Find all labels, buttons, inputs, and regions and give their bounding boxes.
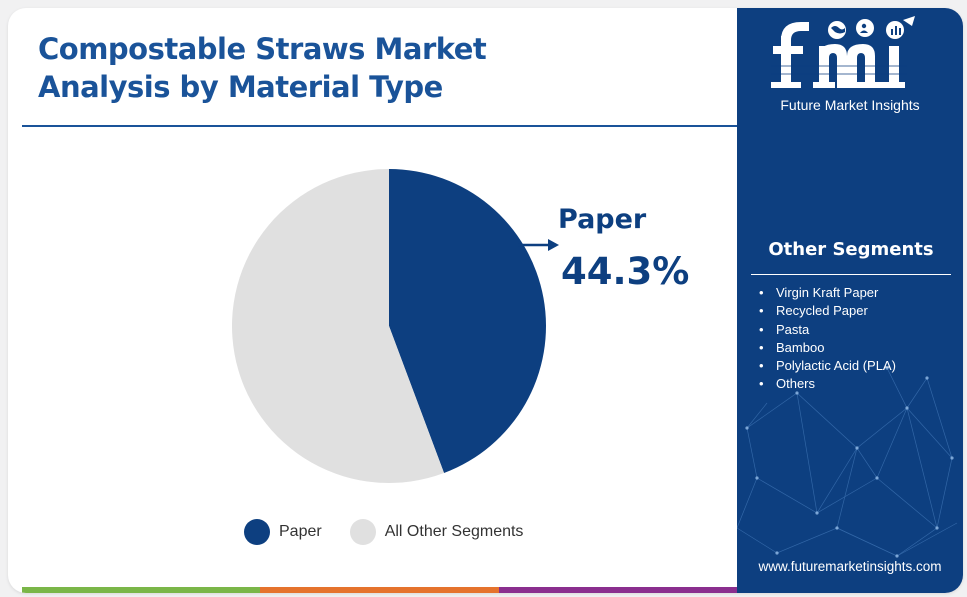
segment-item: • Virgin Kraft Paper — [759, 285, 879, 300]
callout-label: Paper — [558, 204, 647, 235]
website-url: www.futuremarketinsights.com — [758, 559, 942, 574]
segment-item: • Recycled Paper — [759, 303, 868, 319]
segment-item: • Polylactic Acid (PLA) — [759, 358, 896, 374]
legend-swatch-other — [349, 519, 376, 545]
title-line-1: Compostable Straws Market — [38, 32, 487, 66]
bottom-bar-orange — [260, 587, 499, 593]
segment-item: • Others — [759, 376, 816, 392]
segments-list: • Virgin Kraft Paper • Recycled Paper • Pas… — [759, 284, 896, 394]
legend-swatch-paper — [244, 519, 270, 545]
callout-arrow — [518, 239, 559, 251]
fmi-logo: fmi — [771, 16, 915, 88]
segment-item: • Pasta — [759, 321, 810, 337]
pie-slice-all-other-segments — [231, 169, 445, 484]
other-segments-title: Other Segments — [768, 239, 934, 260]
legend-item-paper: Paper — [244, 519, 322, 545]
legend-label: All Other Segments — [384, 523, 524, 540]
bottom-bar-purple — [498, 587, 737, 593]
segment-item: • Bamboo — [759, 339, 825, 355]
legend-label: Paper — [279, 523, 322, 540]
callout-value: 44.3% — [561, 250, 690, 293]
people-icon — [856, 19, 874, 37]
network-pattern-graphic — [737, 366, 958, 558]
bottom-bar-green — [22, 587, 261, 593]
sidebar-panel: fmi — [737, 8, 963, 593]
title-line-2: Analysis by Material Type — [38, 70, 443, 104]
bottom-color-bar — [22, 587, 737, 593]
page-title: Compostable Straws Market Analysis by Ma… — [38, 30, 658, 106]
logo-subtitle: Future Market Insights — [780, 97, 920, 113]
segments-divider — [751, 274, 951, 275]
chart-legend: Paper All Other Segments — [244, 519, 551, 545]
pie-slice-paper — [389, 169, 546, 474]
title-divider — [22, 125, 738, 127]
infographic-card: Compostable Straws Market Analysis by Ma… — [8, 8, 963, 593]
pie-chart — [231, 169, 559, 484]
legend-item-other: All Other Segments — [349, 519, 524, 545]
